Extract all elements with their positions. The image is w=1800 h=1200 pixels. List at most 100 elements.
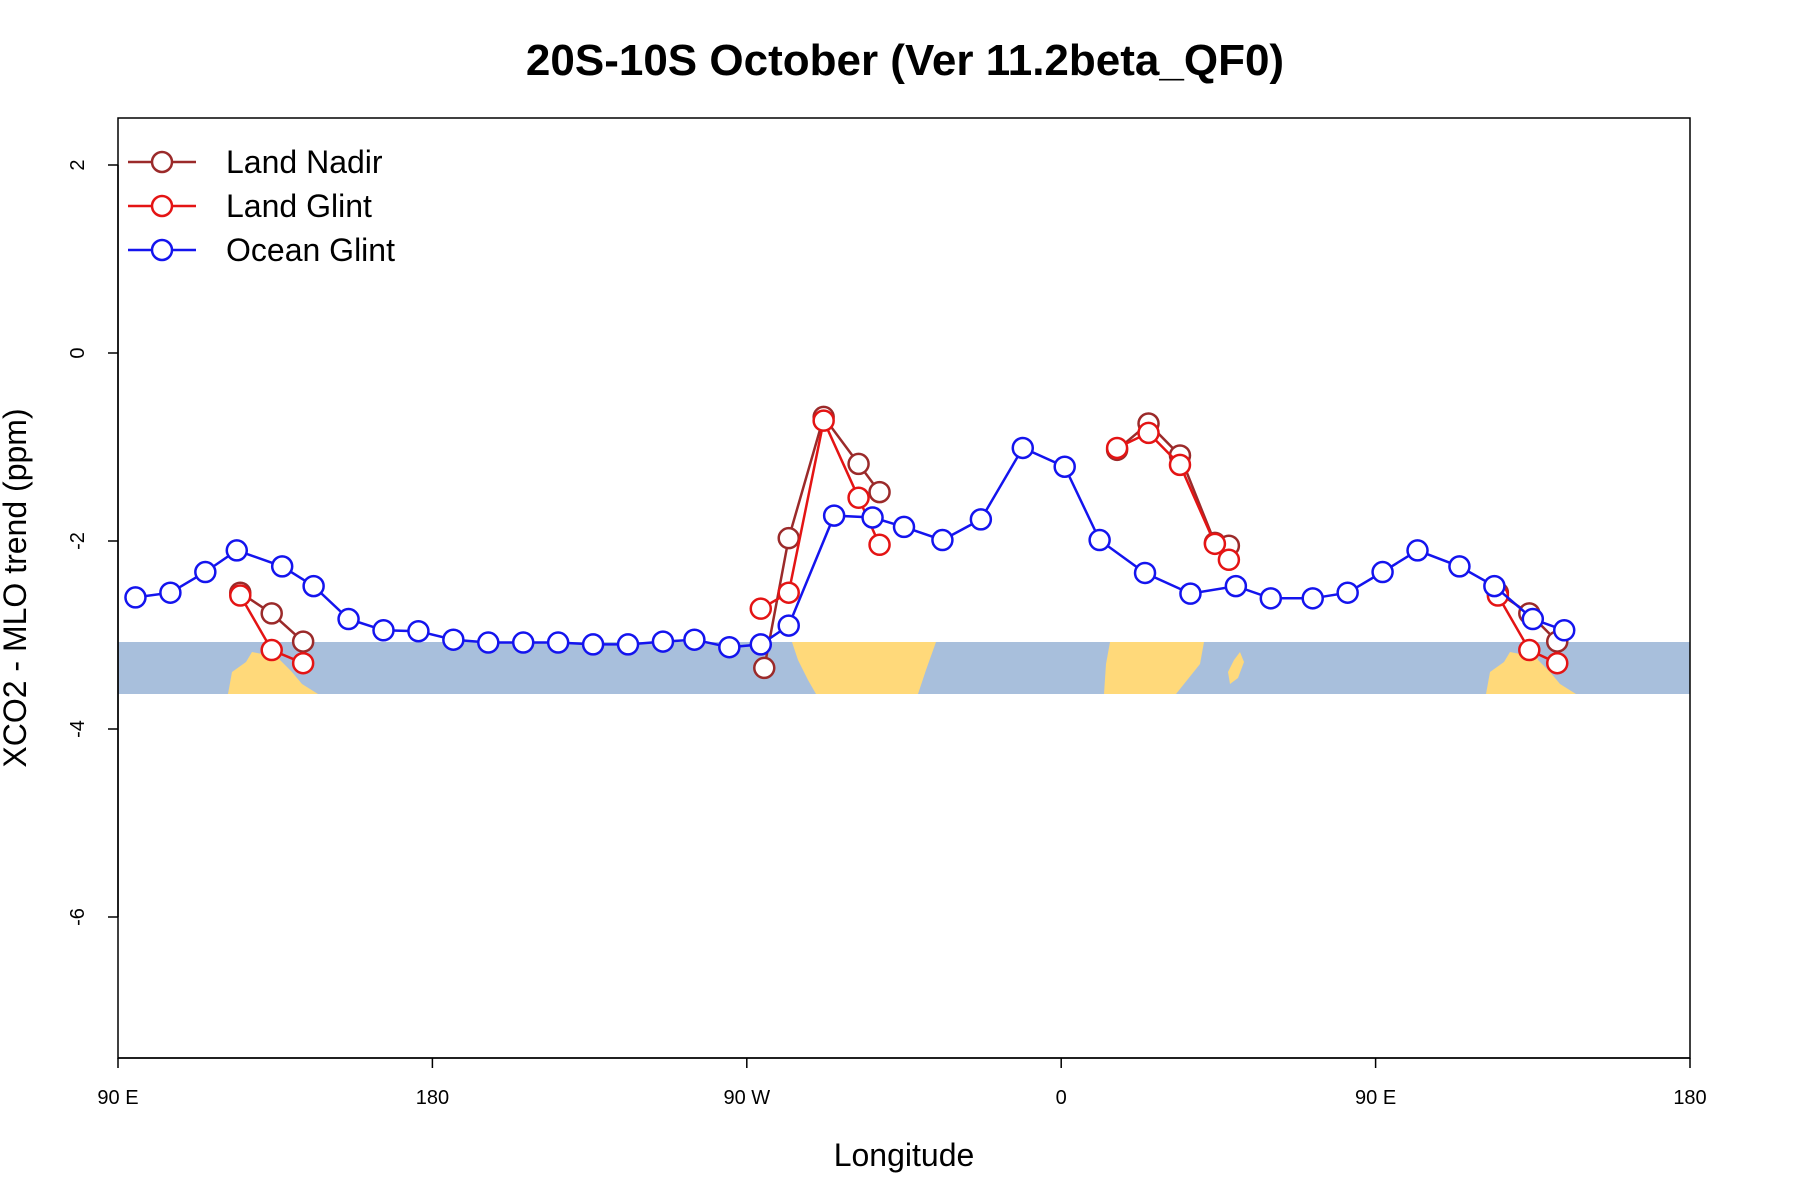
data-point — [260, 638, 283, 662]
data-point — [337, 607, 360, 631]
data-point — [1011, 436, 1035, 460]
data-point — [1203, 532, 1227, 556]
data-point — [1406, 539, 1429, 562]
map-land-australia-repeat — [1486, 642, 1576, 694]
data-point — [753, 656, 776, 680]
chart-title: 20S-10S October (Ver 11.2beta_QF0) — [526, 36, 1284, 85]
data-point — [270, 555, 294, 578]
map-land-south-america — [792, 642, 936, 694]
series-land-nadir — [229, 405, 1569, 680]
x-tick-label: 90 E — [1355, 1087, 1396, 1109]
series-line — [1116, 421, 1230, 547]
data-point — [225, 539, 249, 562]
data-point — [477, 631, 500, 654]
data-point — [291, 651, 315, 675]
data-point — [777, 581, 800, 604]
legend-item: Ocean Glint — [128, 232, 395, 268]
data-point — [683, 628, 706, 651]
legend-item: Land Nadir — [128, 144, 383, 180]
world-map-strip — [118, 642, 1690, 694]
series-land-glint — [229, 409, 1569, 675]
x-tick-label: 0 — [1056, 1087, 1067, 1109]
data-point — [749, 633, 773, 656]
data-point — [291, 630, 315, 653]
y-tick-label: -2 — [67, 532, 89, 550]
series-layer — [124, 405, 1576, 680]
data-point — [194, 560, 217, 584]
data-point — [1179, 582, 1202, 605]
data-point — [868, 533, 891, 557]
data-point — [892, 515, 916, 539]
data-point — [1105, 436, 1129, 460]
data-point — [931, 528, 954, 552]
x-axis: 90 E 180 90 W 0 90 E 180 — [97, 1057, 1707, 1109]
data-point — [302, 574, 325, 598]
data-point — [1483, 574, 1506, 598]
data-point — [1168, 453, 1192, 477]
y-tick-label: 2 — [67, 159, 89, 170]
legend-item: Land Glint — [128, 188, 372, 224]
data-point — [1301, 587, 1324, 610]
data-point — [1053, 455, 1076, 478]
series-line — [135, 446, 1565, 649]
legend-label: Land Glint — [226, 188, 372, 224]
data-point — [1546, 651, 1569, 675]
data-point — [1552, 619, 1576, 642]
y-tick-label: 0 — [67, 347, 89, 358]
data-point — [546, 631, 570, 654]
series-ocean-glint — [124, 436, 1576, 659]
data-point — [442, 628, 465, 651]
x-tick-label: 90 E — [97, 1087, 138, 1109]
map-land-madagascar — [1228, 652, 1244, 684]
data-point — [718, 635, 741, 659]
data-point — [1224, 574, 1248, 598]
legend-swatch-marker — [150, 238, 174, 262]
data-point — [1371, 560, 1394, 584]
map-land-australia — [228, 642, 318, 694]
y-axis-label: XCO2 - MLO trend (ppm) — [0, 408, 33, 767]
data-point — [1259, 587, 1283, 610]
x-tick-label: 180 — [416, 1087, 449, 1109]
map-land-africa — [1104, 642, 1204, 694]
legend-label: Ocean Glint — [226, 232, 395, 268]
data-point — [812, 409, 835, 432]
data-point — [822, 504, 846, 527]
data-point — [260, 602, 283, 625]
data-point — [1448, 555, 1471, 578]
data-point — [861, 506, 884, 529]
data-point — [749, 597, 773, 620]
data-point — [969, 508, 993, 531]
x-tick-label: 90 W — [723, 1087, 770, 1109]
data-point — [229, 584, 252, 607]
y-axis: 2 0 -2 -4 -6 — [67, 159, 119, 926]
data-point — [159, 581, 182, 604]
data-point — [124, 586, 147, 609]
data-point — [868, 480, 891, 504]
data-point — [777, 614, 800, 637]
data-point — [1133, 561, 1157, 585]
legend: Land Nadir Land Glint Ocean Glint — [128, 144, 395, 268]
data-point — [581, 633, 605, 656]
data-point — [1521, 607, 1545, 631]
x-axis-label: Longitude — [834, 1137, 975, 1173]
data-point — [372, 619, 395, 642]
y-tick-label: -6 — [67, 908, 89, 926]
data-point — [847, 452, 870, 476]
data-point — [616, 633, 640, 656]
legend-swatch-marker — [150, 150, 174, 174]
data-point — [847, 486, 870, 510]
data-point — [1217, 548, 1241, 572]
data-point — [1336, 581, 1359, 604]
data-point — [511, 631, 535, 654]
data-point — [407, 619, 430, 643]
legend-label: Land Nadir — [226, 144, 383, 180]
data-point — [1518, 638, 1541, 662]
data-point — [1137, 421, 1160, 445]
legend-swatch-marker — [150, 194, 174, 218]
y-tick-label: -4 — [67, 720, 89, 738]
data-point — [651, 630, 675, 653]
data-point — [1088, 528, 1111, 552]
data-point — [777, 526, 800, 550]
x-tick-label: 180 — [1673, 1087, 1706, 1109]
